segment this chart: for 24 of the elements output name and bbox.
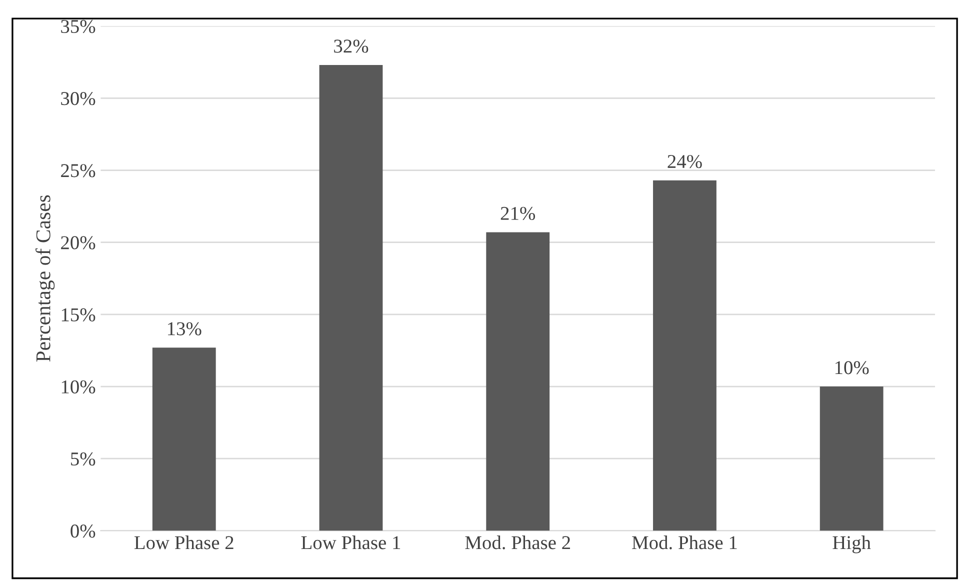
y-tick-label: 15% xyxy=(62,308,96,322)
x-tick-label: Mod. Phase 1 xyxy=(632,536,737,550)
bar xyxy=(319,65,383,531)
x-tick-label: High xyxy=(832,536,871,554)
bar xyxy=(486,232,550,531)
bar xyxy=(152,348,216,531)
data-label: 32% xyxy=(334,40,368,53)
y-tick-label: 10% xyxy=(62,380,96,394)
data-label: 10% xyxy=(835,361,869,374)
y-tick-label: 0% xyxy=(70,524,96,538)
y-tick-label: 5% xyxy=(71,452,96,466)
data-label: 13% xyxy=(168,322,202,336)
bar xyxy=(820,386,884,531)
x-tick-label: Low Phase 1 xyxy=(301,536,400,550)
y-tick-label: 35% xyxy=(61,20,96,34)
x-tick-label: Low Phase 2 xyxy=(134,536,234,550)
data-label: 24% xyxy=(668,154,702,168)
y-tick-label: 25% xyxy=(61,164,96,178)
y-tick-label: 20% xyxy=(61,236,96,250)
y-tick-label: 30% xyxy=(61,92,96,106)
data-label: 21% xyxy=(500,206,536,220)
x-tick-label: Mod. Phase 2 xyxy=(465,536,570,550)
bar xyxy=(653,180,716,531)
y-axis-title: Percentage of Cases xyxy=(35,195,55,362)
